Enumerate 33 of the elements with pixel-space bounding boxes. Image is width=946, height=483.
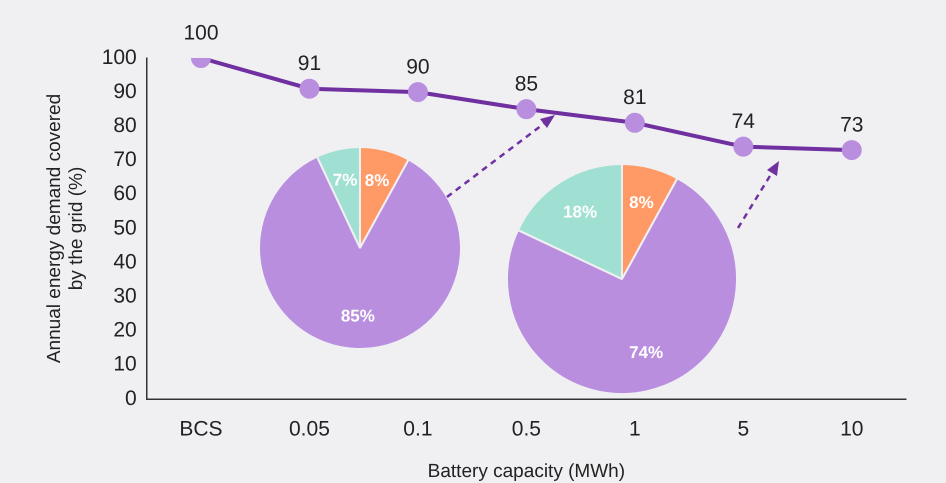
data-label: 81 [623,86,647,110]
y-tick-label: 50 [113,216,137,240]
data-label: 85 [514,72,538,96]
y-tick-label: 40 [113,250,137,274]
y-tick-label: 80 [113,114,137,137]
x-tick-label: 0.05 [289,417,330,440]
x-tick-label: 0.1 [403,417,433,440]
y-tick-label: 70 [113,148,137,172]
y-axis-title: Annual energy demand covered by the grid (%) [44,94,88,364]
x-tick-label: 5 [737,417,750,440]
y-tick-label: 60 [113,182,137,206]
y-tick-label: 90 [113,80,137,103]
x-tick-label: 10 [840,417,864,440]
data-label: 91 [298,52,322,75]
y-tick-label: 20 [113,318,137,342]
data-label: 8% [629,192,654,212]
x-tick-label: 1 [628,417,641,440]
data-label: 8% [364,171,390,190]
data-label: 18% [563,202,598,222]
y-tick-label: 0 [125,386,137,410]
y-tick-label: 100 [102,46,137,69]
data-label: 90 [406,55,430,78]
x-axis-title: Battery capacity (MWh) [428,460,626,482]
data-label: 85% [340,306,375,326]
y-tick-label: 30 [113,284,137,308]
y-tick-label: 10 [113,352,137,376]
data-label: 100 [183,21,218,44]
x-tick-label: BCS [179,417,223,440]
x-tick-label: 0.5 [512,417,541,440]
data-label: 74 [732,110,756,133]
data-label: 7% [332,170,358,190]
data-label: 74% [629,343,664,362]
data-label: 73 [840,113,864,136]
